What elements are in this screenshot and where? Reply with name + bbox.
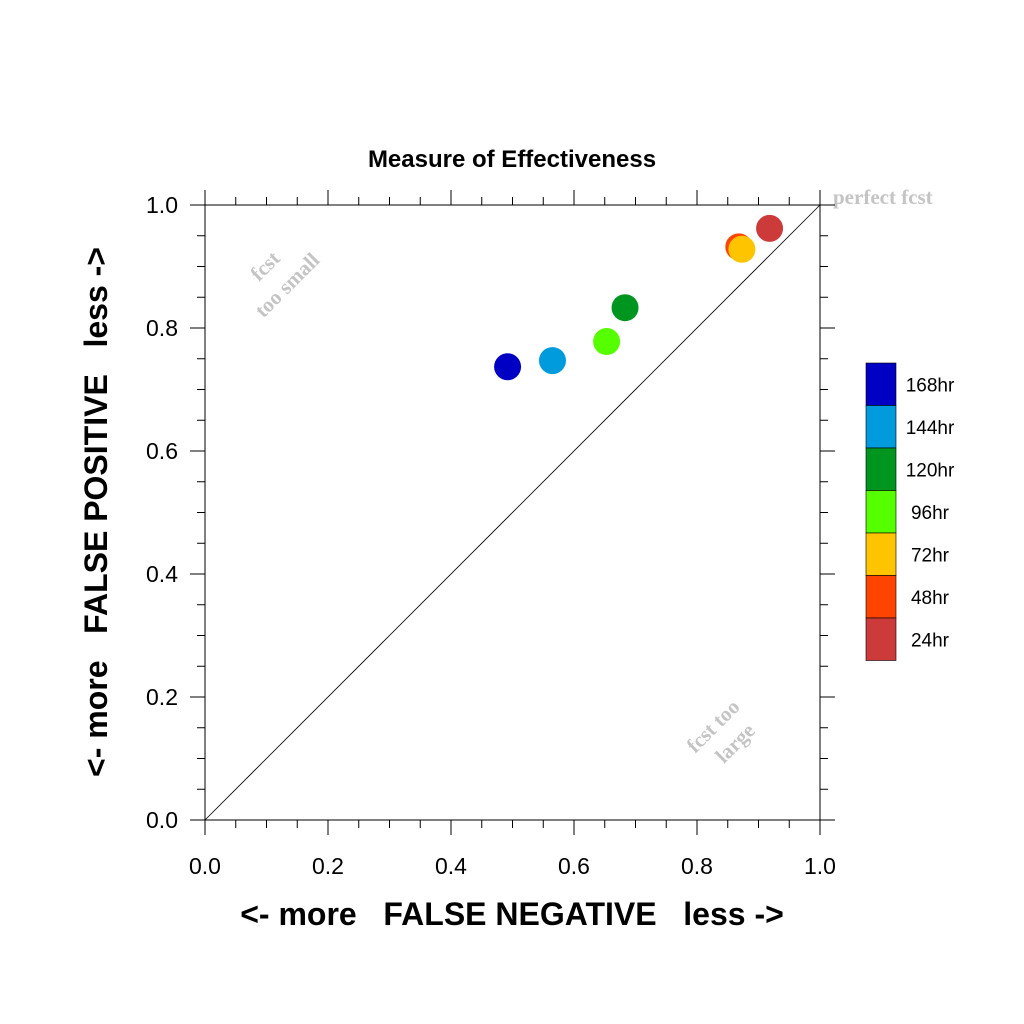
chart-title: Measure of Effectiveness — [368, 146, 656, 173]
legend-label-144hr: 144hr — [906, 418, 955, 439]
legend-label-96hr: 96hr — [911, 503, 950, 524]
y-tick-label: 1.0 — [146, 192, 178, 218]
y-axis-label: <- more FALSE POSITIVE less -> — [78, 247, 114, 777]
legend-swatch-168hr — [865, 362, 897, 406]
legend-swatch-96hr — [865, 490, 897, 534]
x-tick-label: 0.8 — [681, 853, 713, 879]
x-tick-label: 0.6 — [558, 853, 590, 879]
legend-swatch-24hr — [865, 617, 897, 661]
data-point-72hr — [728, 235, 756, 263]
legend-label-24hr: 24hr — [911, 630, 950, 651]
legend-label-168hr: 168hr — [906, 375, 955, 396]
diagonal-reference-line — [204, 204, 821, 821]
x-tick-label: 0.0 — [189, 853, 221, 879]
x-axis-label: <- more FALSE NEGATIVE less -> — [240, 896, 784, 932]
legend-swatch-144hr — [865, 405, 897, 449]
x-tick-label: 0.2 — [312, 853, 344, 879]
legend-label-72hr: 72hr — [911, 545, 950, 566]
legend-label-120hr: 120hr — [906, 460, 955, 481]
data-point-168hr — [494, 353, 522, 381]
x-tick-label: 0.4 — [435, 853, 467, 879]
y-tick-label: 0.6 — [146, 438, 178, 464]
legend-swatch-48hr — [865, 575, 897, 619]
x-tick-label: 1.0 — [804, 853, 836, 879]
perfect-fcst-annotation: perfect fcst — [833, 185, 933, 209]
data-point-120hr — [611, 294, 639, 322]
legend-swatch-72hr — [865, 532, 897, 576]
data-point-24hr — [756, 214, 784, 242]
y-tick-label: 0.4 — [146, 561, 178, 587]
y-tick-label: 0.0 — [146, 807, 178, 833]
legend-swatch-120hr — [865, 447, 897, 491]
y-tick-label: 0.2 — [146, 684, 178, 710]
y-tick-label: 0.8 — [146, 315, 178, 341]
data-point-96hr — [593, 328, 621, 356]
data-point-144hr — [538, 347, 566, 375]
legend-label-48hr: 48hr — [911, 588, 950, 609]
